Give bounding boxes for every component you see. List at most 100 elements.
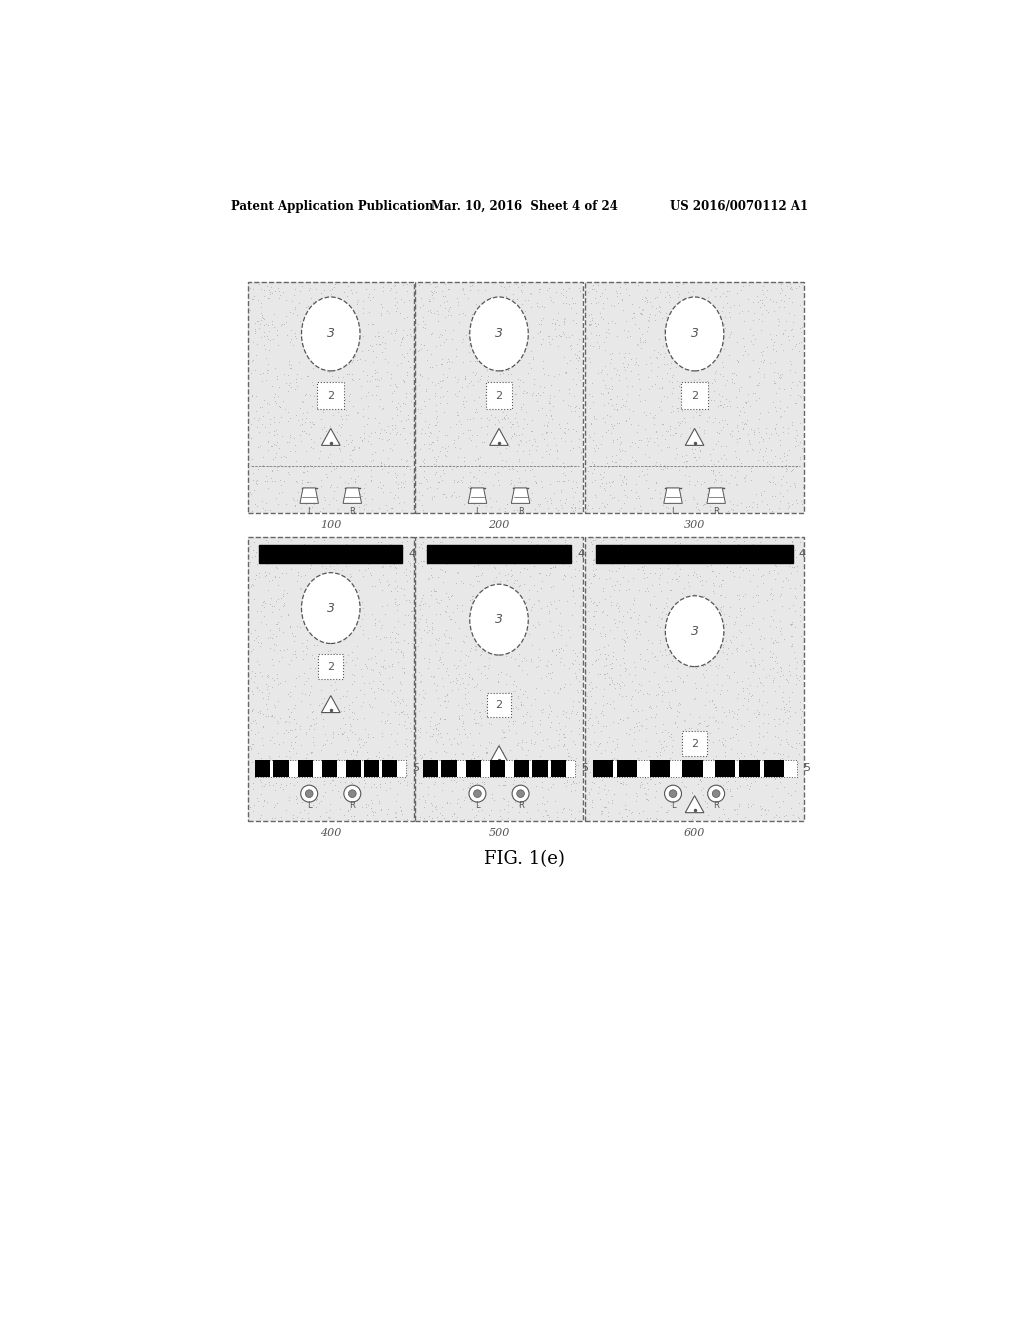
Point	[314, 700, 331, 721]
Point	[724, 643, 740, 664]
Point	[615, 639, 632, 660]
Point	[253, 279, 269, 300]
Point	[512, 605, 528, 626]
Point	[685, 407, 701, 428]
Point	[394, 804, 411, 825]
Point	[604, 450, 621, 471]
Point	[318, 466, 335, 487]
Point	[450, 562, 466, 583]
Point	[686, 688, 702, 709]
Point	[503, 647, 519, 668]
Point	[346, 593, 362, 614]
Point	[269, 325, 286, 346]
Point	[511, 450, 527, 471]
Point	[651, 279, 668, 300]
Point	[466, 335, 482, 356]
Point	[444, 762, 461, 783]
Point	[643, 537, 659, 558]
Point	[524, 384, 541, 405]
Point	[557, 533, 573, 554]
Point	[454, 601, 470, 622]
Point	[750, 676, 766, 697]
Bar	[682, 731, 707, 756]
Point	[332, 454, 348, 475]
Point	[411, 701, 427, 722]
Point	[388, 801, 404, 822]
Point	[632, 623, 648, 644]
Point	[608, 326, 625, 347]
Point	[441, 358, 458, 379]
Point	[344, 642, 360, 663]
Point	[459, 726, 475, 747]
Text: 2: 2	[328, 661, 334, 672]
Point	[326, 480, 342, 502]
Point	[335, 346, 351, 367]
Point	[507, 612, 523, 634]
Point	[609, 359, 626, 380]
Point	[600, 318, 616, 339]
Point	[518, 801, 535, 822]
Point	[512, 775, 528, 796]
Point	[633, 675, 649, 696]
Point	[384, 667, 400, 688]
Point	[750, 449, 766, 470]
Point	[614, 672, 631, 693]
Polygon shape	[664, 488, 682, 503]
Point	[657, 302, 674, 323]
Point	[767, 292, 783, 313]
Point	[705, 412, 721, 433]
Point	[728, 723, 744, 744]
Point	[768, 413, 784, 434]
Point	[558, 362, 574, 383]
Point	[410, 635, 426, 656]
Point	[394, 326, 411, 347]
Point	[531, 614, 548, 635]
Point	[771, 498, 787, 519]
Point	[615, 556, 632, 577]
Point	[429, 591, 445, 612]
Point	[480, 310, 497, 331]
Point	[327, 273, 343, 294]
Point	[702, 459, 719, 480]
Point	[394, 689, 411, 710]
Point	[413, 473, 429, 494]
Point	[299, 743, 315, 764]
Point	[436, 709, 453, 730]
Point	[354, 735, 371, 756]
Point	[649, 356, 666, 378]
Point	[556, 535, 572, 556]
Point	[563, 780, 580, 801]
Point	[278, 711, 294, 733]
Point	[324, 279, 340, 300]
Point	[256, 597, 272, 618]
Point	[638, 739, 654, 760]
Point	[338, 486, 354, 507]
Point	[388, 594, 404, 615]
Point	[543, 577, 559, 598]
Point	[480, 550, 497, 572]
Point	[365, 314, 381, 335]
Point	[293, 578, 309, 599]
Point	[504, 458, 520, 479]
Point	[706, 389, 722, 411]
Point	[708, 565, 724, 586]
Point	[449, 548, 465, 569]
Point	[294, 473, 310, 494]
Point	[332, 304, 348, 325]
Point	[355, 684, 372, 705]
Point	[462, 280, 478, 301]
Point	[568, 702, 585, 723]
Point	[402, 326, 419, 347]
Point	[640, 310, 656, 331]
Point	[570, 772, 587, 793]
Point	[570, 710, 587, 731]
Point	[451, 539, 467, 560]
Point	[745, 424, 762, 445]
Point	[712, 532, 728, 553]
Point	[581, 577, 597, 598]
Point	[266, 706, 283, 727]
Point	[761, 562, 777, 583]
Point	[243, 428, 259, 449]
Point	[768, 554, 784, 576]
Point	[623, 694, 639, 715]
